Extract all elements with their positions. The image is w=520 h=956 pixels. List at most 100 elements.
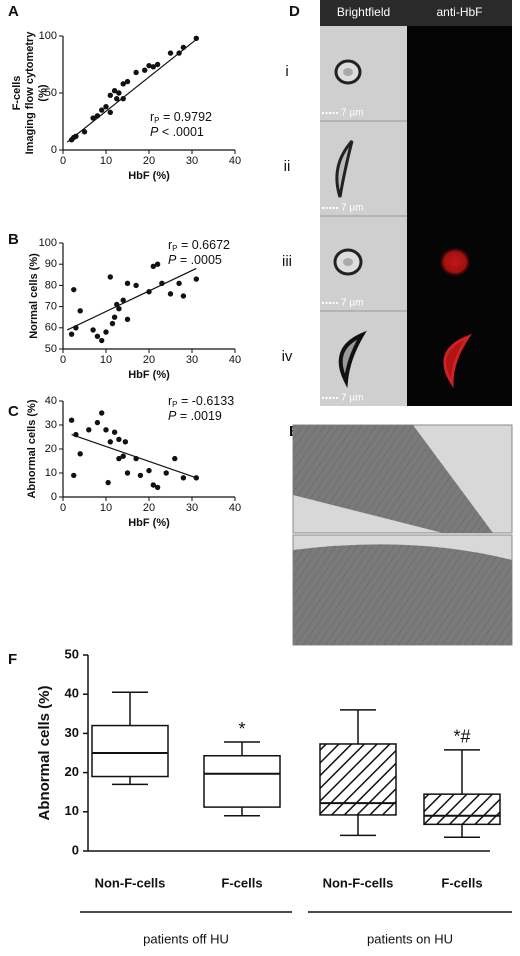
significance-marker: *#	[453, 727, 470, 747]
point	[107, 439, 114, 445]
point	[103, 427, 109, 433]
y-axis-label: (%)	[37, 84, 49, 101]
point	[109, 320, 116, 327]
point	[73, 133, 79, 140]
box	[423, 793, 501, 826]
row-label: i	[285, 63, 288, 80]
y-axis-label: Abnormal cells (%)	[26, 399, 38, 498]
y-tick-label: 100	[39, 30, 57, 42]
panel-label: C	[8, 403, 19, 420]
point	[99, 337, 105, 344]
y-axis-label: Abnormal cells (%)	[36, 685, 53, 820]
fluorescence	[439, 247, 471, 277]
stat-lead: P	[150, 125, 159, 139]
x-tick-label: F-cells	[221, 875, 262, 890]
scale-bar-label: 7 µm	[341, 393, 363, 404]
point	[111, 88, 118, 94]
x-tick-label: 10	[100, 155, 112, 167]
x-tick-label: 30	[186, 155, 198, 167]
point	[163, 470, 169, 476]
point	[180, 44, 187, 51]
y-tick-label: 10	[45, 467, 57, 479]
y-tick-label: 90	[45, 258, 57, 270]
point	[116, 306, 122, 312]
point	[107, 274, 114, 280]
fit-line	[66, 38, 197, 143]
cell-center	[343, 258, 353, 266]
column-header: Brightfield	[337, 5, 390, 19]
point	[120, 453, 126, 459]
point	[180, 475, 187, 481]
stat-text: P < .0001	[150, 125, 204, 139]
point	[124, 316, 131, 323]
point	[81, 129, 88, 135]
point	[99, 410, 105, 416]
y-tick-label: 0	[72, 842, 79, 857]
y-tick-label: 40	[65, 686, 79, 701]
y-tick-label: 0	[51, 144, 57, 156]
image-header	[320, 0, 512, 26]
point	[150, 263, 156, 270]
cell	[335, 140, 354, 198]
fit-line	[71, 434, 197, 479]
box	[319, 743, 397, 816]
point	[133, 455, 139, 462]
stat-sub: P	[172, 400, 177, 409]
point	[94, 333, 101, 339]
stat-lead: r	[168, 238, 172, 252]
point	[146, 467, 152, 474]
point	[107, 92, 114, 98]
point	[124, 470, 131, 476]
point	[133, 69, 139, 76]
point	[122, 439, 129, 445]
x-tick-label: 20	[143, 502, 155, 514]
point	[176, 280, 182, 286]
x-tick-label: 10	[100, 502, 112, 514]
fiber-texture	[293, 544, 512, 645]
stat-sub: P	[172, 244, 177, 253]
x-tick-label: 0	[60, 502, 66, 514]
cell	[338, 330, 367, 389]
y-tick-label: 50	[45, 343, 57, 355]
point	[71, 286, 77, 293]
stat-sub: P	[154, 116, 159, 125]
point	[120, 81, 126, 87]
y-tick-label: 40	[45, 395, 57, 407]
group-label: patients on HU	[367, 931, 453, 946]
point	[137, 472, 144, 479]
y-tick-label: 100	[39, 237, 57, 249]
point	[193, 35, 199, 41]
point	[172, 455, 178, 462]
point	[90, 115, 96, 121]
point	[154, 61, 161, 68]
point	[114, 301, 120, 308]
stat-rest: = -0.6133	[178, 394, 235, 408]
fiber-texture	[293, 425, 493, 533]
point	[94, 419, 101, 426]
y-tick-label: 50	[65, 646, 79, 661]
panel-label: D	[289, 3, 300, 20]
x-tick-label: 30	[186, 354, 198, 366]
y-tick-label: 60	[45, 322, 57, 334]
point	[94, 113, 101, 119]
point	[68, 417, 75, 423]
panel-label: F	[8, 651, 17, 668]
point	[107, 109, 114, 116]
point	[103, 329, 109, 335]
point	[68, 331, 75, 337]
stat-lead: r	[168, 394, 172, 408]
point	[120, 297, 126, 303]
column-header: anti-HbF	[436, 5, 482, 19]
row-label: ii	[284, 158, 291, 175]
point	[154, 484, 161, 491]
x-tick-label: Non-F-cells	[95, 875, 166, 890]
point	[120, 96, 126, 102]
x-tick-label: 20	[143, 354, 155, 366]
y-tick-label: 20	[45, 443, 57, 455]
point	[124, 78, 131, 85]
point	[116, 90, 122, 96]
stat-rest: < .0001	[158, 125, 204, 139]
point	[111, 314, 118, 320]
row-label: iv	[282, 348, 293, 365]
y-axis-label: Normal cells (%)	[28, 253, 40, 339]
